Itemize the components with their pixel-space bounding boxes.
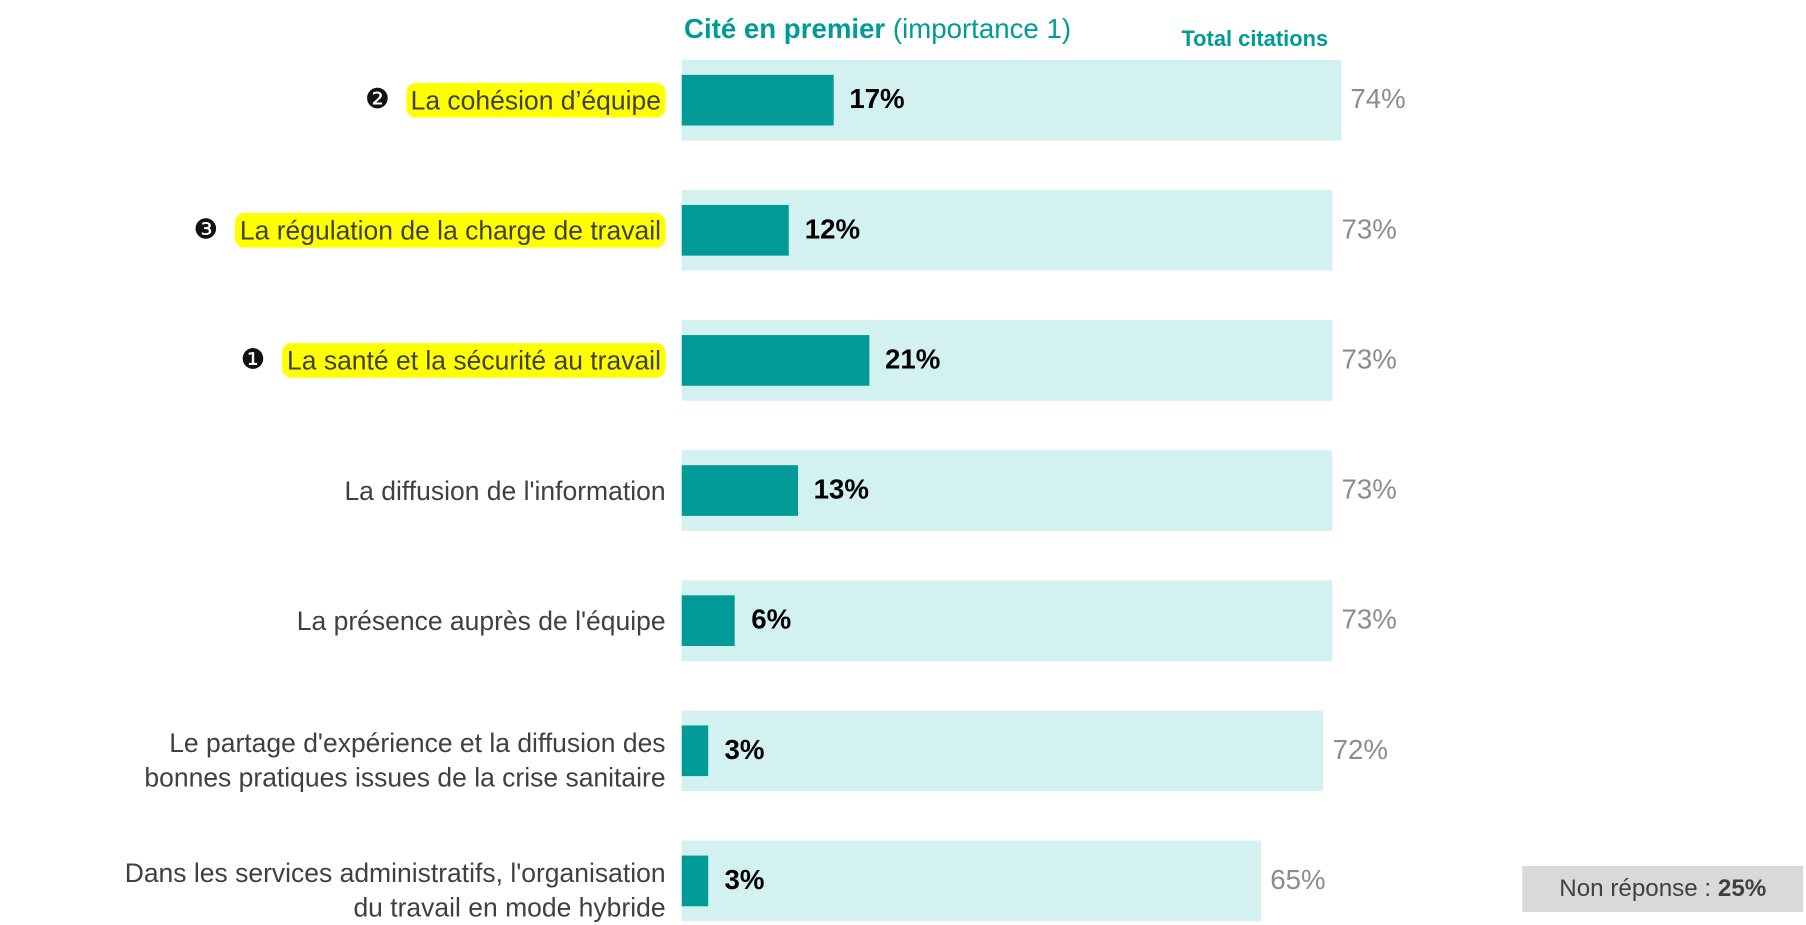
value-label: 17%: [849, 84, 905, 116]
value-label: 3%: [724, 734, 765, 766]
bar-first: [681, 465, 798, 516]
value-label: 74%: [1350, 84, 1406, 116]
bar-first: [681, 335, 869, 386]
rank-marker: ❶: [240, 343, 266, 376]
bar-total: [681, 189, 1333, 271]
value-label: 73%: [1341, 474, 1397, 506]
value-label: 12%: [804, 214, 861, 246]
bar-first: [681, 855, 709, 907]
value-label: 13%: [813, 474, 869, 506]
category-label: La cohésion d’équipe: [406, 82, 666, 118]
rank-marker: ❸: [193, 213, 219, 246]
bar-first: [681, 204, 789, 256]
value-label: 73%: [1341, 344, 1397, 376]
bar-first: [681, 595, 736, 646]
value-label: 73%: [1341, 214, 1397, 246]
legend-note: (importance 1): [892, 13, 1072, 45]
category-label: Dans les services administratifs, l'orga…: [124, 857, 666, 923]
value-label: 3%: [724, 864, 765, 896]
category-label: Le partage d'expérience et la diffusion …: [144, 727, 666, 793]
category-label: La santé et la sécurité au travail: [282, 343, 666, 378]
bar-total: [681, 580, 1333, 661]
value-label: 72%: [1332, 734, 1388, 766]
category-label: La diffusion de l'information: [344, 475, 666, 506]
legend-entry: Total citations: [1181, 27, 1329, 52]
rank-marker: ❷: [365, 82, 390, 116]
legend: Cité en premier (importance 1): [684, 14, 1071, 46]
value-label: 65%: [1270, 864, 1326, 896]
note-value: 25%: [1717, 875, 1767, 902]
category-label: La présence auprès de l'équipe: [296, 605, 666, 636]
bar-first: [681, 725, 709, 777]
legend-entry: Cité en premier: [683, 13, 886, 45]
value-label: 73%: [1341, 604, 1397, 636]
category-label: La régulation de la charge de travail: [235, 213, 666, 248]
bar-first: [681, 74, 834, 126]
bar-total: [681, 840, 1262, 922]
value-label: 6%: [751, 604, 792, 636]
note-label: Non réponse :: [1559, 875, 1712, 902]
note: Non réponse : 25%: [1522, 865, 1804, 912]
value-label: 21%: [884, 344, 941, 376]
bar-total: [681, 710, 1324, 792]
